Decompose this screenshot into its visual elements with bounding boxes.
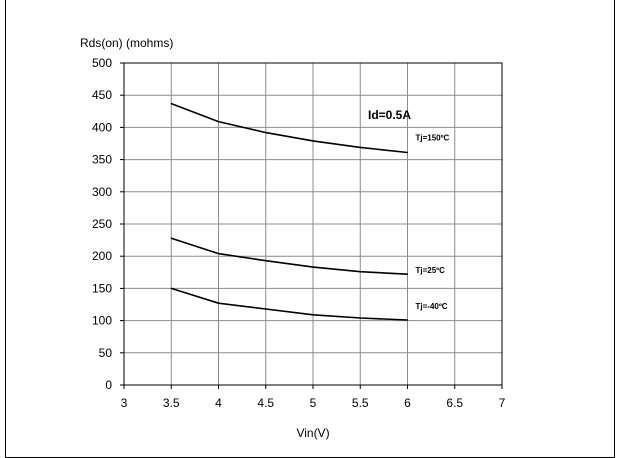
series-point — [217, 121, 220, 123]
series-point — [265, 131, 267, 134]
grid-layer — [124, 63, 502, 385]
y-tick-label: 400 — [92, 120, 112, 134]
series-point — [170, 237, 172, 239]
series-point — [265, 308, 267, 310]
y-tick-label: 450 — [92, 88, 112, 102]
series-point — [217, 253, 220, 255]
y-tick-label: 200 — [92, 249, 112, 263]
series-point — [217, 302, 220, 304]
series-label: Tj=25ºC — [416, 266, 446, 275]
x-tick-label: 3 — [121, 396, 128, 410]
series-point — [359, 271, 361, 273]
y-tick-label: 500 — [92, 56, 112, 70]
x-tick-label: 5 — [310, 396, 317, 410]
tick-layer — [120, 62, 503, 389]
y-tick-label: 100 — [92, 314, 112, 328]
x-axis-label: Vin(V) — [296, 426, 329, 440]
y-tick-label: 0 — [105, 378, 112, 392]
y-tick-label: 350 — [92, 153, 112, 167]
x-tick-label: 6 — [404, 396, 411, 410]
x-tick-label: 4 — [215, 396, 222, 410]
series-point — [312, 266, 314, 268]
series-line-2 — [171, 287, 408, 321]
y-tick-label: 300 — [92, 185, 112, 199]
series-label: Tj=150ºC — [416, 134, 450, 143]
series-point — [312, 140, 314, 142]
series-point — [359, 146, 361, 148]
y-tick-label: 250 — [92, 217, 112, 231]
series-label: Tj=-40ºC — [416, 302, 448, 311]
label-layer: 3 3.5 4 4.5 5 5.5 6 6.5 7 0 50 100 150 200 250 300 350 40… — [92, 56, 506, 410]
series-point — [406, 273, 409, 275]
x-tick-label: 4.5 — [257, 396, 274, 410]
x-tick-label: 7 — [499, 396, 506, 410]
annotation-label: Id=0.5A — [368, 108, 411, 122]
series-point — [312, 314, 314, 316]
y-tick-label: 150 — [92, 281, 112, 295]
y-axis-label: Rds(on) (mohms) — [80, 36, 173, 50]
x-tick-label: 6.5 — [446, 396, 463, 410]
series-line-1 — [171, 237, 408, 275]
series-point — [170, 102, 172, 105]
series-point — [359, 317, 361, 319]
x-tick-label: 3.5 — [163, 396, 180, 410]
series-line-0 — [171, 102, 408, 154]
series-point — [170, 287, 172, 289]
series-layer — [170, 102, 409, 321]
series-point — [406, 319, 409, 321]
x-tick-label: 5.5 — [352, 396, 369, 410]
y-tick-label: 50 — [99, 346, 113, 360]
series-point — [406, 151, 409, 154]
series-point — [265, 260, 267, 262]
